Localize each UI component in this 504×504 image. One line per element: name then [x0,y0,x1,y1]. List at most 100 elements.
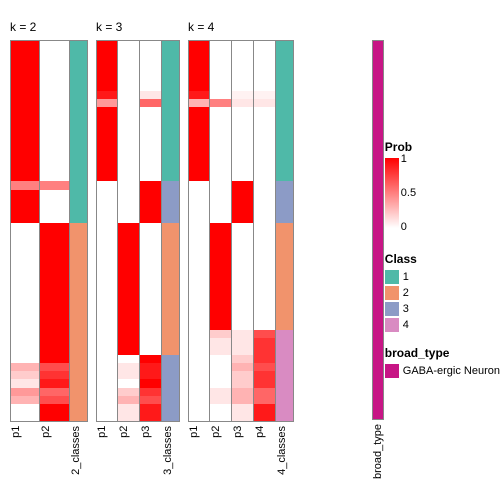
heatmap-cell [210,206,231,214]
class-cell [276,388,293,396]
x-label-class: 2_classes [70,426,88,475]
heatmap-cell [232,363,253,371]
heatmap-cell [189,346,209,354]
heatmap-cell [118,297,139,305]
heatmap-cell [140,313,161,321]
prob-column-p4 [254,40,276,422]
class-cell [70,322,87,330]
heatmap-cell [140,165,161,173]
class-cell [70,330,87,338]
heatmap-cell [118,198,139,206]
heatmap-cell [232,231,253,239]
heatmap-cell [232,223,253,231]
legend-bt-label: GABA-ergic Neuron [403,365,500,377]
heatmap-cell [232,355,253,363]
heatmap-cell [11,239,39,247]
heatmap-cell [97,157,117,165]
prob-column-p2 [40,40,70,422]
heatmap-cell [232,190,253,198]
heatmap-cell [140,198,161,206]
heatmap-cell [140,412,161,420]
heatmap-cell [118,41,139,49]
prob-column-p2 [210,40,232,422]
heatmap-cell [210,346,231,354]
heatmap-cell [140,157,161,165]
heatmap-cell [232,247,253,255]
heatmap-cell [140,239,161,247]
heatmap-cell [210,371,231,379]
heatmap-cell [140,388,161,396]
heatmap-cell [232,322,253,330]
heatmap-cell [210,388,231,396]
class-cell [162,371,179,379]
heatmap-cell [118,280,139,288]
heatmap-cell [140,330,161,338]
heatmap-cell [232,66,253,74]
heatmap-cell [140,173,161,181]
heatmap-cell [140,355,161,363]
heatmap-cell [11,338,39,346]
heatmap-cell [140,404,161,412]
heatmap-cell [140,322,161,330]
heatmap-cell [189,231,209,239]
prob-tick: 0 [401,221,416,233]
class-cell [276,346,293,354]
legend-bt-title: broad_type [385,346,500,360]
heatmap-cell [140,297,161,305]
heatmap-cell [189,66,209,74]
heatmap-cell [118,82,139,90]
heatmap-cell [140,272,161,280]
heatmap-cell [254,49,275,57]
heatmap-cell [118,107,139,115]
class-cell [276,338,293,346]
heatmap-cell [97,214,117,222]
heatmap-cell [254,355,275,363]
heatmap-cell [40,305,69,313]
x-label: p2 [210,426,232,475]
class-cell [70,41,87,49]
heatmap-cell [189,305,209,313]
heatmap-cell [97,82,117,90]
heatmap-cell [11,140,39,148]
heatmap-cell [189,272,209,280]
heatmap-cell [11,124,39,132]
heatmap-cell [140,379,161,387]
class-cell [162,124,179,132]
heatmap-cell [140,148,161,156]
heatmap-cell [11,371,39,379]
heatmap-cell [210,223,231,231]
heatmap-cell [232,396,253,404]
heatmap-cell [11,49,39,57]
class-cell [70,165,87,173]
heatmap-cell [210,289,231,297]
heatmap-cell [11,297,39,305]
class-cell [162,206,179,214]
heatmap-cell [210,256,231,264]
heatmap-cell [232,371,253,379]
class-cell [70,379,87,387]
class-cell [162,99,179,107]
x-axis-labels: p1p2p3p44_classes [188,426,294,475]
heatmap-cell [118,206,139,214]
class-cell [162,247,179,255]
heatmap-cell [140,214,161,222]
heatmap-cell [11,231,39,239]
class-column [276,40,294,422]
heatmap-cell [118,74,139,82]
heatmap-cell [254,371,275,379]
heatmap-cell [118,388,139,396]
heatmap-cell [232,305,253,313]
class-cell [70,49,87,57]
heatmap-cell [189,355,209,363]
heatmap-cell [11,115,39,123]
prob-column-p1 [96,40,118,422]
panel-k4: k = 4p1p2p3p44_classes [188,20,294,474]
class-cell [276,132,293,140]
class-cell [162,148,179,156]
legend-class-item: 4 [385,318,500,332]
heatmap-cell [210,82,231,90]
legend-swatch [385,302,399,316]
class-cell [162,132,179,140]
class-cell [276,289,293,297]
panel-k2: k = 2p1p22_classes [10,20,88,474]
